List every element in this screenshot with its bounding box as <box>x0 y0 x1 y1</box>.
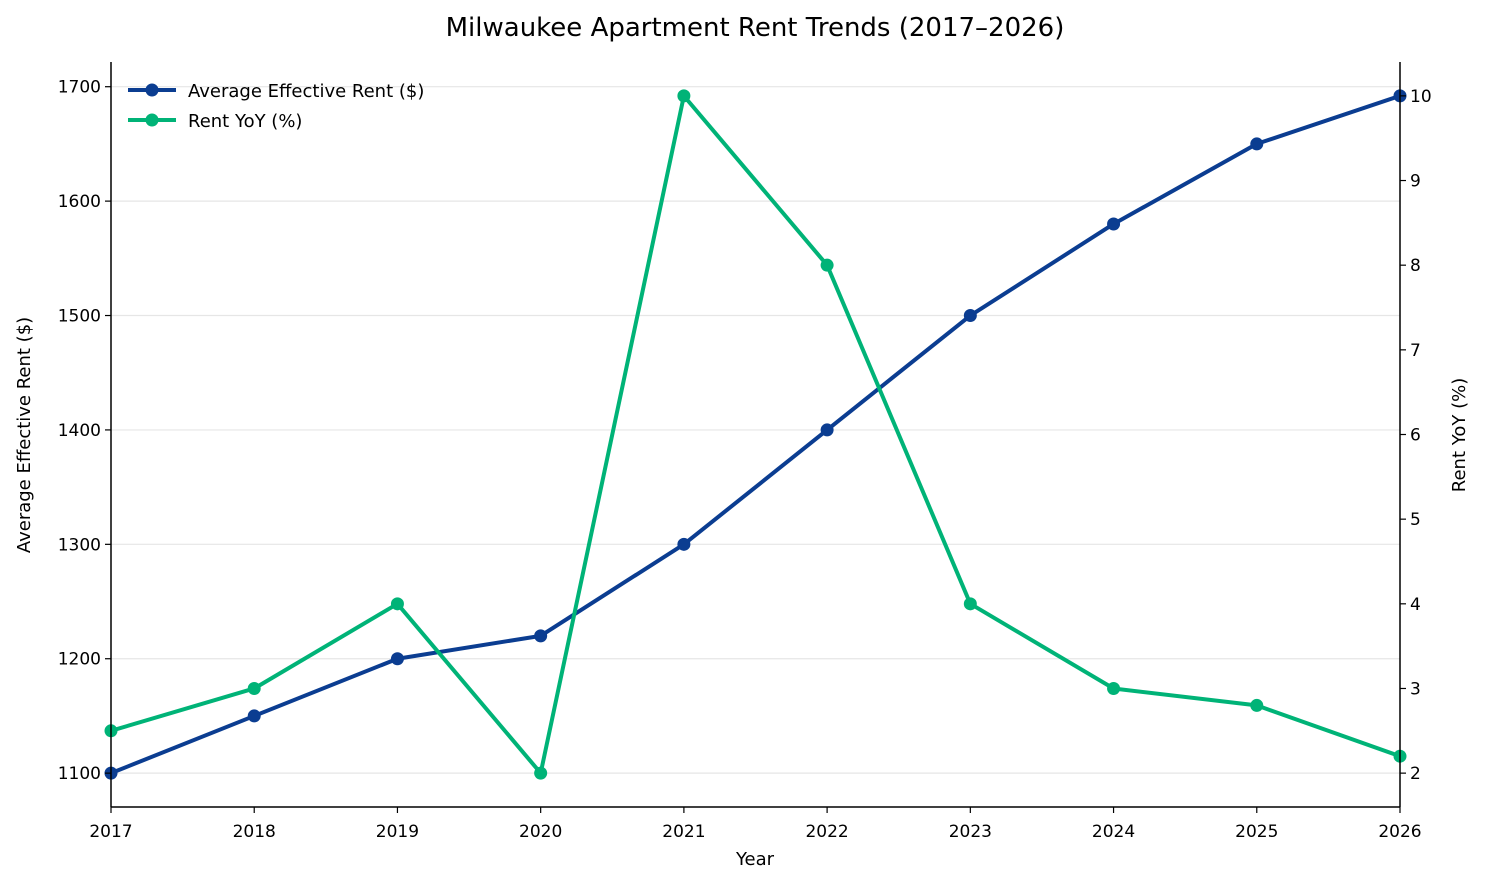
y2-tick-label: 10 <box>1410 87 1432 107</box>
data-point <box>963 597 977 611</box>
data-point <box>390 652 404 666</box>
y-tick-label: 1200 <box>58 650 101 670</box>
data-point <box>1250 137 1264 151</box>
y2-tick-label: 6 <box>1410 426 1421 446</box>
x-tick-label: 2021 <box>662 822 705 842</box>
series-line-1 <box>110 93 1401 776</box>
y-tick-label: 1400 <box>58 421 101 441</box>
x-axis-label: Year <box>735 849 775 870</box>
data-point <box>820 423 834 437</box>
y2-tick-label: 8 <box>1410 256 1421 276</box>
y2-tick-label: 5 <box>1410 510 1421 530</box>
y2-tick-label: 3 <box>1410 679 1421 699</box>
legend-label: Rent YoY (%) <box>188 111 302 132</box>
y-tick-label: 1100 <box>58 764 101 784</box>
legend-marker <box>145 83 159 97</box>
x-tick-label: 2025 <box>1235 822 1278 842</box>
data-point <box>247 709 261 723</box>
y2-tick-label: 7 <box>1410 341 1421 361</box>
data-point <box>534 629 548 643</box>
series-line-0 <box>110 93 1401 775</box>
legend-marker <box>145 113 159 127</box>
data-point <box>820 258 834 272</box>
grid <box>111 86 1400 774</box>
x-tick-label: 2019 <box>376 822 419 842</box>
x-tick-label: 2023 <box>949 822 992 842</box>
legend: Average Effective Rent ($) Rent YoY (%) <box>128 81 424 132</box>
axes: 1100 1200 1300 1400 1500 1600 1700 2 3 4 5 6 7 8 9 10 20… <box>58 62 1432 842</box>
y-tick-label: 1500 <box>58 307 101 327</box>
legend-label: Average Effective Rent ($) <box>188 81 424 102</box>
data-point <box>1107 217 1121 231</box>
y2-tick-label: 4 <box>1410 595 1421 615</box>
x-tick-label: 2022 <box>805 822 848 842</box>
y-tick-label: 1300 <box>58 535 101 555</box>
data-point <box>1250 698 1264 712</box>
x-tick-label: 2024 <box>1092 822 1135 842</box>
y2-axis-label: Rent YoY (%) <box>1449 378 1470 492</box>
y-tick-label: 1600 <box>58 192 101 212</box>
x-tick-label: 2026 <box>1378 822 1421 842</box>
data-point <box>390 597 404 611</box>
chart-title: Milwaukee Apartment Rent Trends (2017–20… <box>446 13 1065 43</box>
x-tick-label: 2018 <box>233 822 276 842</box>
y2-tick-label: 9 <box>1410 172 1421 192</box>
series-layer <box>104 89 1407 780</box>
x-tick-label: 2017 <box>89 822 132 842</box>
x-tick-label: 2020 <box>519 822 562 842</box>
data-point <box>677 537 691 551</box>
y-axis-label: Average Effective Rent ($) <box>14 317 35 553</box>
data-point <box>534 766 548 780</box>
data-point <box>1107 681 1121 695</box>
data-point <box>247 681 261 695</box>
y2-tick-label: 2 <box>1410 764 1421 784</box>
data-point <box>963 309 977 323</box>
data-point <box>677 89 691 103</box>
y-tick-label: 1700 <box>58 78 101 98</box>
